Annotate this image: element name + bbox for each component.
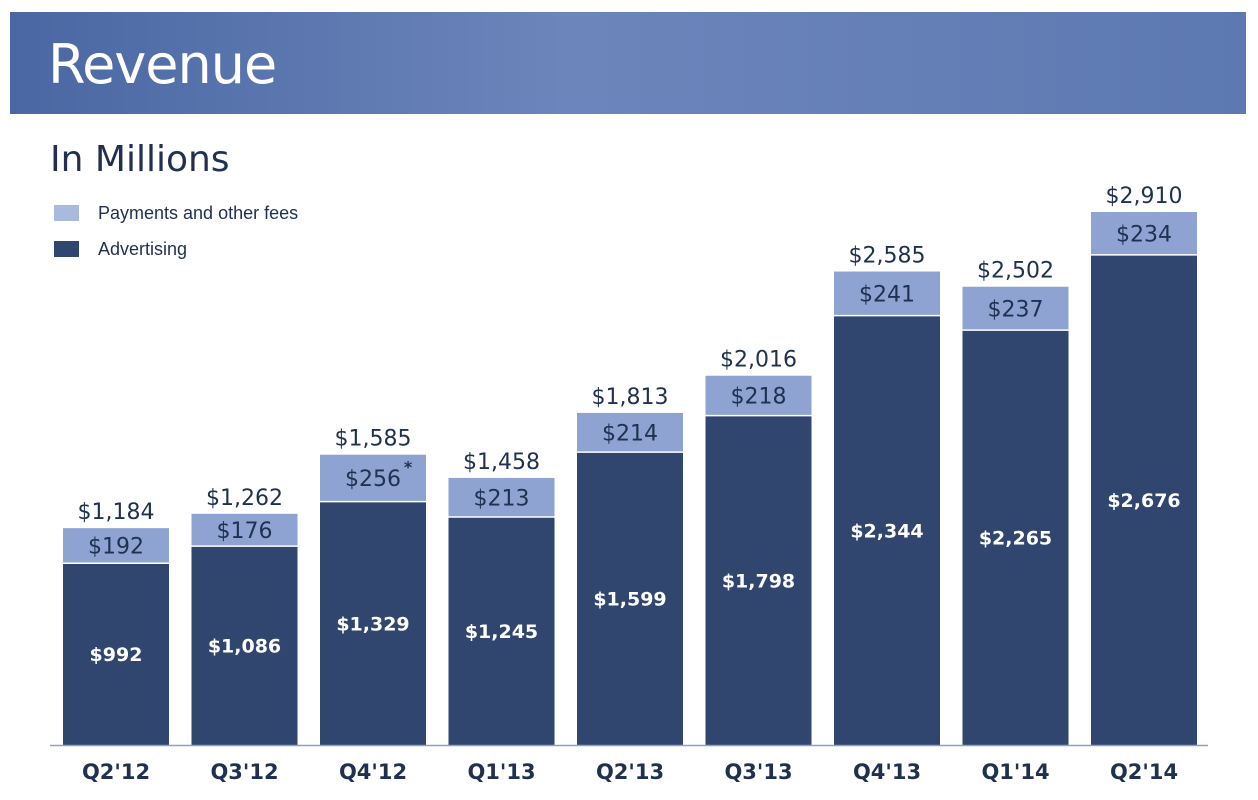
- data-label-total: $2,910: [1106, 184, 1183, 209]
- data-label-advertising: $992: [90, 644, 143, 666]
- bar-payments: [834, 271, 940, 316]
- legend-swatch-advertising: [54, 241, 79, 257]
- data-label-payments: $234: [1116, 222, 1172, 247]
- data-label-payments: $218: [731, 385, 787, 410]
- x-tick-label: Q4'12: [339, 760, 407, 784]
- data-label-advertising: $1,245: [465, 621, 538, 643]
- data-label-payments: $176: [217, 519, 273, 544]
- x-tick-label: Q1'13: [467, 760, 535, 784]
- data-label-advertising: $2,676: [1107, 490, 1180, 512]
- bar-advertising: [1091, 254, 1197, 745]
- data-label-total: $1,585: [335, 427, 412, 452]
- bar-advertising: [320, 501, 426, 745]
- data-label-total: $2,502: [977, 259, 1054, 284]
- data-label-total: $1,184: [78, 500, 155, 525]
- data-label-advertising: $1,329: [336, 613, 409, 635]
- data-label-total: $2,585: [849, 244, 926, 269]
- chart-subtitle: In Millions: [50, 139, 230, 180]
- bar-advertising: [448, 516, 555, 745]
- data-label-total: $1,262: [206, 486, 283, 511]
- data-label-advertising: $2,265: [979, 528, 1052, 550]
- x-tick-label: Q4'13: [853, 760, 921, 784]
- bar-advertising: [962, 330, 1069, 745]
- data-label-total: $1,458: [463, 450, 540, 475]
- bar-advertising: [834, 315, 940, 745]
- bar-advertising: [577, 452, 683, 745]
- data-label-payments: $241: [859, 283, 915, 308]
- bar-payments: [191, 513, 298, 547]
- x-tick-label: Q2'12: [82, 760, 150, 784]
- x-tick-label: Q3'12: [210, 760, 278, 784]
- data-label-payments: $214: [602, 422, 658, 447]
- chart-legend: Payments and other fees Advertising: [54, 200, 298, 272]
- bar-payments: [705, 375, 812, 416]
- data-label-payments: $256: [345, 467, 401, 492]
- legend-label-payments: Payments and other fees: [98, 202, 299, 223]
- bar-payments: [577, 412, 683, 453]
- data-label-total: $1,813: [592, 385, 669, 410]
- x-tick-label: Q1'14: [981, 760, 1049, 784]
- x-tick-label: Q2'14: [1110, 760, 1178, 784]
- bar-payments: [63, 528, 169, 564]
- bar-payments: [1091, 212, 1197, 255]
- bar-advertising: [705, 415, 812, 745]
- data-label-payments: $237: [988, 297, 1044, 322]
- data-label-advertising: $1,599: [593, 589, 666, 611]
- page-title: Revenue: [48, 33, 277, 96]
- title-banner: Revenue: [10, 12, 1246, 114]
- x-tick-label: Q3'13: [724, 760, 792, 784]
- bar-advertising: [191, 546, 298, 745]
- data-label-payments: $192: [88, 535, 144, 560]
- legend-item-advertising: Advertising: [54, 236, 298, 262]
- bar-payments: [962, 286, 1069, 331]
- annotation-asterisk: *: [404, 458, 413, 477]
- bar-payments: [448, 477, 555, 517]
- x-tick-label: Q2'13: [596, 760, 664, 784]
- legend-label-advertising: Advertising: [98, 238, 188, 259]
- bar-advertising: [63, 563, 169, 745]
- data-label-advertising: $1,798: [722, 570, 795, 592]
- data-label-advertising: $1,086: [208, 636, 281, 658]
- legend-item-payments: Payments and other fees: [54, 200, 298, 226]
- legend-swatch-payments: [54, 205, 79, 221]
- data-label-total: $2,016: [720, 348, 797, 373]
- data-label-advertising: $2,344: [850, 520, 923, 542]
- data-label-payments: $213: [474, 486, 530, 511]
- bar-payments: [320, 454, 426, 502]
